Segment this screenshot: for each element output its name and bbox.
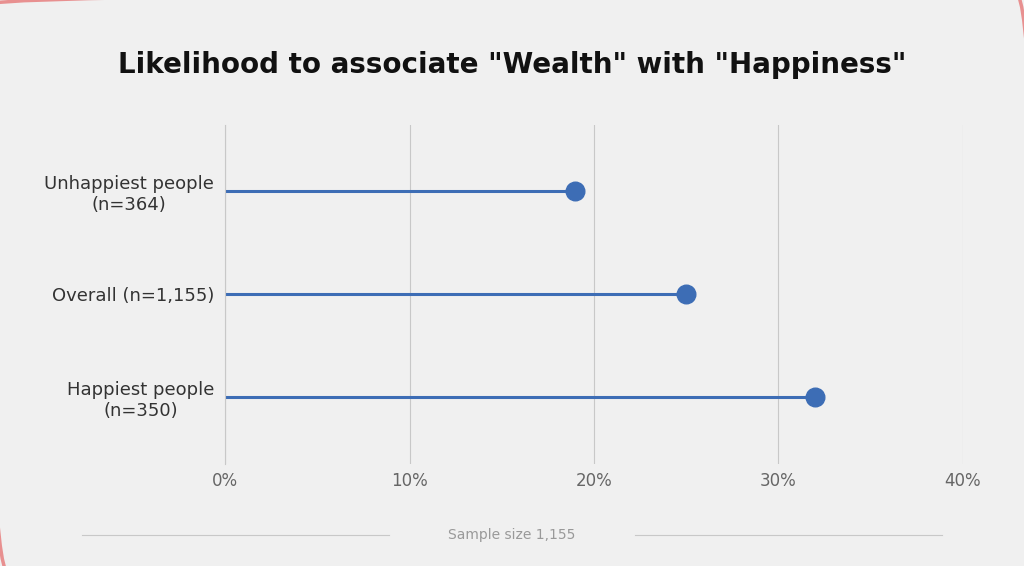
Text: Likelihood to associate "Wealth" with "Happiness": Likelihood to associate "Wealth" with "H… <box>118 51 906 79</box>
Text: Sample size 1,155: Sample size 1,155 <box>449 528 575 542</box>
Point <box>678 290 694 299</box>
Point <box>567 187 584 196</box>
Point <box>807 393 823 402</box>
